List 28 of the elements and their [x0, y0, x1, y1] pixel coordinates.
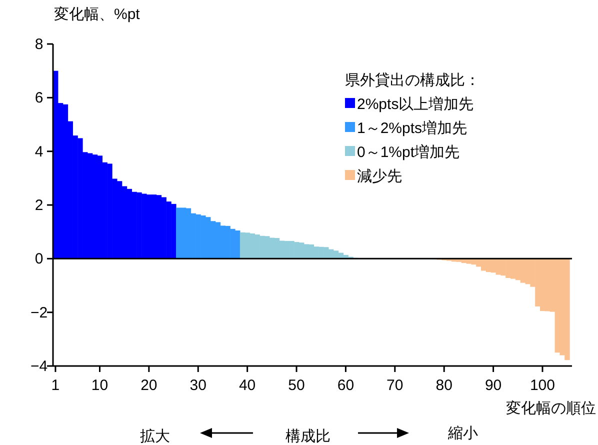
x-tick-label: 20 [140, 377, 158, 394]
y-tick-label: −4 [30, 358, 48, 375]
text: 拡大 [140, 428, 170, 445]
x-tick-label: 1 [51, 377, 60, 394]
x-tick-label: 70 [386, 377, 404, 394]
x-axis-title: 変化幅の順位 [506, 400, 596, 417]
y-tick-label: −2 [30, 304, 48, 322]
legend-label: 0～1%pt増加先 [357, 144, 460, 161]
x-tick-label: 80 [436, 377, 452, 394]
y-tick-label: 0 [34, 250, 44, 268]
legend-label: 減少先 [357, 168, 402, 185]
x-tick-label: 100 [530, 377, 555, 394]
y-axis-title: 変化幅、%pt [54, 6, 141, 23]
x-tick-label: 30 [190, 377, 206, 394]
legend-label: 1～2%pts増加先 [357, 120, 468, 137]
x-tick-label: 40 [238, 377, 256, 394]
x-tick-label: 10 [91, 377, 108, 394]
y-tick-label: 2 [34, 197, 44, 214]
legend-title: 県外貸出の構成比： [345, 72, 480, 89]
x-tick-label: 50 [288, 377, 305, 394]
y-tick-label: 4 [34, 143, 44, 160]
text: 縮小 [447, 425, 478, 442]
x-tick-label: 90 [484, 377, 502, 394]
y-tick-label: 8 [34, 36, 44, 53]
y-tick-label: 6 [34, 90, 44, 107]
text: 構成比 [286, 428, 330, 445]
legend-label: 2%pts以上増加先 [357, 96, 474, 113]
x-tick-label: 60 [337, 377, 354, 394]
